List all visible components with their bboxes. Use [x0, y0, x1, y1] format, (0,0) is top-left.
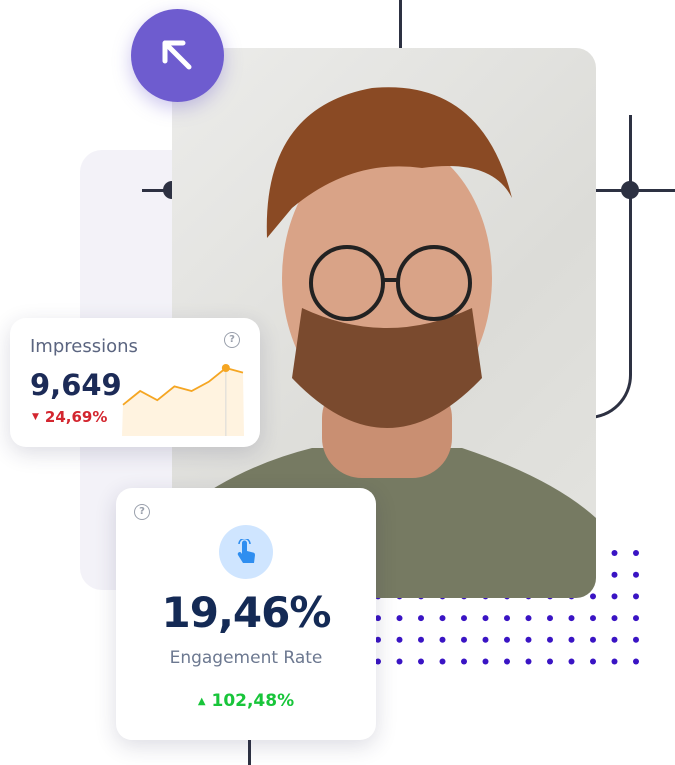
arrow-up-left-icon: [162, 40, 192, 70]
grid-dot: [633, 636, 639, 643]
grid-dot: [418, 615, 424, 622]
impressions-change: ▼ 24,69%: [32, 408, 107, 426]
grid-dot: [611, 658, 618, 665]
grid-dot: [396, 658, 403, 665]
grid-dot: [504, 658, 510, 665]
grid-dot: [482, 658, 489, 665]
grid-dot: [590, 593, 596, 600]
grid-dot: [590, 615, 596, 622]
grid-dot: [375, 636, 381, 643]
grid-dot: [504, 636, 510, 643]
engagement-label: Engagement Rate: [169, 648, 323, 668]
grid-dot: [611, 615, 618, 622]
grid-dot: [461, 615, 467, 622]
grid-dot: [590, 658, 596, 665]
grid-dot: [568, 658, 575, 665]
engagement-card: ? 19,46% Engagement Rate ▲ 102,48%: [116, 488, 376, 740]
engagement-change-value: 102,48%: [211, 691, 295, 711]
impressions-change-value: 24,69%: [44, 408, 108, 426]
impressions-sparkline: [122, 364, 244, 436]
grid-dot: [568, 615, 575, 622]
engagement-value: 19,46%: [161, 588, 332, 637]
grid-dot: [375, 615, 381, 622]
caret-down-icon: ▼: [32, 412, 39, 422]
connector-line: [142, 189, 172, 192]
impressions-card: Impressions ? 9,649 ▼ 24,69%: [10, 318, 260, 447]
connector-line: [560, 115, 632, 419]
impressions-value: 9,649: [30, 368, 122, 402]
sparkline-area: [122, 368, 244, 436]
grid-dot: [439, 658, 446, 665]
grid-dot: [525, 615, 532, 622]
grid-dot: [418, 636, 424, 643]
grid-dot: [461, 658, 467, 665]
grid-dot: [482, 615, 489, 622]
grid-dot: [633, 615, 639, 622]
person-photo: [172, 48, 596, 598]
grid-dot: [396, 636, 403, 643]
grid-dot: [611, 550, 618, 556]
grid-dot: [525, 636, 532, 643]
grid-dot: [633, 593, 639, 600]
grid-dot: [439, 636, 446, 643]
grid-dot: [461, 636, 467, 643]
grid-dot: [418, 658, 424, 665]
sparkline-highlight-point: [221, 364, 230, 372]
grid-dot: [547, 615, 553, 622]
grid-dot: [633, 550, 639, 556]
impressions-title: Impressions: [30, 336, 138, 357]
engagement-change: ▲ 102,48%: [116, 691, 376, 711]
pointer-hand-icon: [219, 525, 273, 579]
grid-dot: [568, 636, 575, 643]
grid-dot: [633, 658, 639, 665]
grid-dot: [547, 658, 553, 665]
grid-dot: [633, 571, 639, 578]
arrow-badge: [131, 9, 224, 102]
connector-dot: [621, 181, 639, 199]
caret-up-icon: ▲: [197, 696, 206, 707]
grid-dot: [611, 636, 618, 643]
question-circle-icon[interactable]: ?: [224, 332, 240, 348]
grid-dot: [396, 615, 403, 622]
question-circle-icon[interactable]: ?: [134, 504, 150, 520]
grid-dot: [547, 636, 553, 643]
grid-dot: [504, 615, 510, 622]
grid-dot: [375, 658, 381, 665]
grid-dot: [525, 658, 532, 665]
grid-dot: [611, 571, 618, 578]
grid-dot: [611, 593, 618, 600]
grid-dot: [590, 636, 596, 643]
connector-line: [399, 0, 402, 48]
connector-line: [248, 740, 251, 765]
grid-dot: [439, 615, 446, 622]
grid-dot: [482, 636, 489, 643]
